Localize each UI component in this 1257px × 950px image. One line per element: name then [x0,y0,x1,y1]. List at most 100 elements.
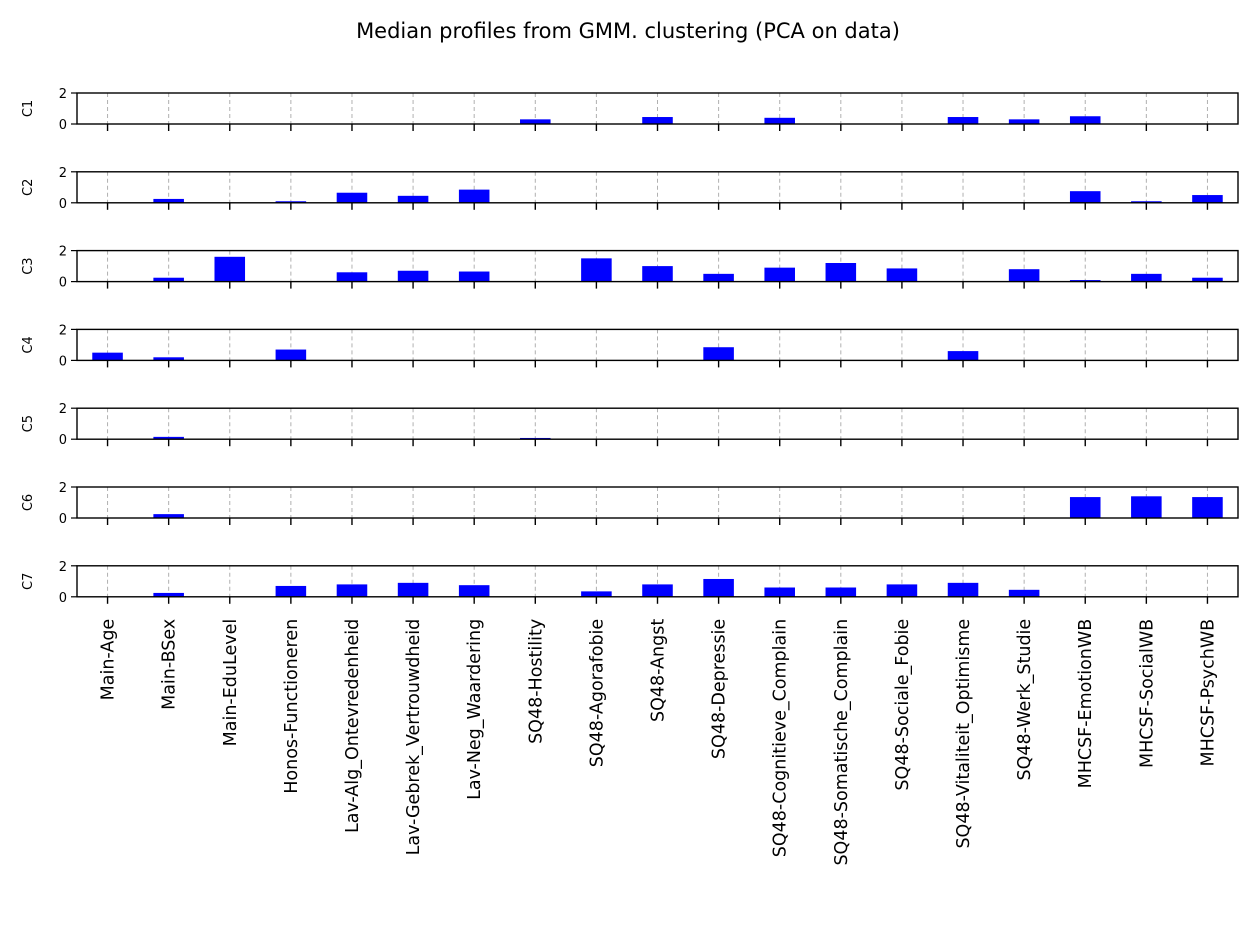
y-tick-label: 0 [59,276,67,291]
panel-c3: 0 2 C3 [21,245,1239,291]
bar-c6-mhcsf-socialwb [1131,496,1162,518]
bar-c3-lav-gebrek_vertrouwdheid [397,270,429,282]
panel-label-c5: C5 [21,415,36,432]
y-tick-label: 2 [59,323,67,338]
bar-c7-sq48-sociale_fobie [886,584,918,597]
bar-c3-sq48-depressie [703,273,734,282]
bar-c7-sq48-somatische_complain [825,587,857,597]
bar-c4-main-bsex [153,357,184,361]
bar-c3-main-edulevel [214,256,246,282]
bar-c3-sq48-somatische_complain [825,263,857,282]
bar-c7-honos-functioneren [275,585,307,597]
x-tick-label-sq48-cognitieve_complain: SQ48-Cognitieve_Complain [771,619,791,857]
x-tick-label-lav-neg_waardering: Lav-Neg_Waardering [465,619,485,800]
bar-c3-sq48-sociale_fobie [886,268,918,282]
bar-c2-lav-gebrek_vertrouwdheid [397,195,429,203]
bar-c2-lav-neg_waardering [458,189,490,203]
bar-c7-sq48-angst [642,584,673,597]
y-tick-label: 0 [59,433,67,448]
bar-c3-lav-alg_ontevredenheid [336,272,368,282]
bar-c3-mhcsf-socialwb [1131,273,1162,282]
bar-c3-sq48-angst [642,266,673,282]
bar-c7-lav-neg_waardering [458,585,490,597]
bar-c4-honos-functioneren [275,349,307,361]
bar-c7-sq48-depressie [703,578,734,597]
x-tick-labels: Main-Age Main-BSex Main-EduLevel Honos-Func… [99,619,1219,866]
bar-c3-mhcsf-psychwb [1192,277,1223,282]
bar-c7-sq48-vitaliteit_optimisme [947,582,979,597]
bar-c5-main-bsex [153,436,184,440]
bar-c2-mhcsf-psychwb [1192,195,1223,203]
bar-c7-main-bsex [153,592,184,597]
chart-title: Median profiles from GMM. clustering (PC… [356,19,900,43]
bar-c3-sq48-cognitieve_complain [764,267,795,282]
x-tick-label-lav-alg_ontevredenheid: Lav-Alg_Ontevredenheid [343,619,363,833]
x-tick-label-sq48-vitaliteit_optimisme: SQ48-Vitaliteit_Optimisme [954,619,974,849]
bar-c4-sq48-vitaliteit_optimisme [947,351,979,361]
bar-c2-lav-alg_ontevredenheid [336,192,368,203]
bar-c3-sq48-agorafobie [581,258,612,282]
bar-c3-lav-neg_waardering [458,271,490,282]
x-tick-label-mhcsf-socialwb: MHCSF-SocialWB [1137,619,1157,768]
bar-c7-sq48-agorafobie [581,591,612,597]
y-tick-label: 0 [59,591,67,606]
panel-label-c4: C4 [21,336,36,353]
bar-c1-sq48-hostility [520,119,551,124]
bar-c7-sq48-werk_studie [1008,589,1040,597]
y-tick-label: 0 [59,354,67,369]
x-tick-label-sq48-werk_studie: SQ48-Werk_Studie [1015,619,1035,781]
panel-label-c7: C7 [21,573,36,590]
bar-c6-mhcsf-psychwb [1192,497,1223,518]
bar-c3-sq48-werk_studie [1008,269,1040,282]
bar-c7-lav-gebrek_vertrouwdheid [397,582,429,597]
panel-label-c6: C6 [21,494,36,511]
bar-c2-mhcsf-emotionwb [1069,191,1101,203]
panel-c7: 0 2 C7 [21,560,1239,606]
bar-c4-sq48-depressie [703,347,734,361]
x-tick-label-main-edulevel: Main-EduLevel [221,619,241,747]
x-tick-label-main-age: Main-Age [99,619,119,701]
x-tick-label-sq48-depressie: SQ48-Depressie [710,619,730,759]
bar-c1-sq48-cognitieve_complain [764,117,795,124]
bar-c1-sq48-vitaliteit_optimisme [947,117,979,124]
bar-c3-main-bsex [153,277,184,282]
panel-c4: 0 2 C4 [21,323,1239,369]
x-tick-label-sq48-agorafobie: SQ48-Agorafobie [587,619,607,767]
y-tick-label: 2 [59,560,67,575]
x-tick-label-sq48-hostility: SQ48-Hostility [526,619,546,744]
bar-c1-sq48-angst [642,117,673,124]
y-tick-label: 2 [59,402,67,417]
y-tick-label: 0 [59,197,67,212]
y-tick-label: 2 [59,481,67,496]
bar-c1-mhcsf-emotionwb [1069,116,1101,124]
panel-c6: 0 2 C6 [21,481,1239,527]
x-tick-label-sq48-sociale_fobie: SQ48-Sociale_Fobie [893,619,913,791]
x-tick-label-sq48-angst: SQ48-Angst [649,619,669,722]
bar-c6-main-bsex [153,514,184,518]
bar-c3-mhcsf-emotionwb [1069,280,1101,282]
x-tick-label-lav-gebrek_vertrouwdheid: Lav-Gebrek_Vertrouwdheid [404,619,424,856]
bar-c1-sq48-werk_studie [1008,119,1040,124]
bar-c7-sq48-cognitieve_complain [764,587,795,597]
panel-label-c1: C1 [21,100,36,117]
bar-c7-lav-alg_ontevredenheid [336,584,368,597]
subplot-panels: 0 2 C1 0 2 C2 0 2 C3 0 2 C4 0 2 C5 0 2 C6 0 2 C7 [21,87,1239,606]
y-tick-label: 2 [59,245,67,260]
panel-c5: 0 2 C5 [21,402,1239,448]
x-tick-label-sq48-somatische_complain: SQ48-Somatische_Complain [832,619,852,866]
x-tick-label-mhcsf-psychwb: MHCSF-PsychWB [1198,619,1218,767]
bar-c6-mhcsf-emotionwb [1069,497,1101,518]
panel-label-c3: C3 [21,257,36,274]
bar-c2-mhcsf-socialwb [1131,201,1162,203]
bar-c4-main-age [92,352,123,361]
panel-label-c2: C2 [21,179,36,196]
panel-c1: 0 2 C1 [21,87,1239,133]
y-tick-label: 0 [59,512,67,527]
panel-c2: 0 2 C2 [21,166,1239,212]
x-tick-label-main-bsex: Main-BSex [160,619,180,710]
y-tick-label: 2 [59,166,67,181]
bar-c2-honos-functioneren [275,201,307,203]
x-tick-label-honos-functioneren: Honos-Functioneren [282,619,302,794]
bar-c2-main-bsex [153,198,184,203]
